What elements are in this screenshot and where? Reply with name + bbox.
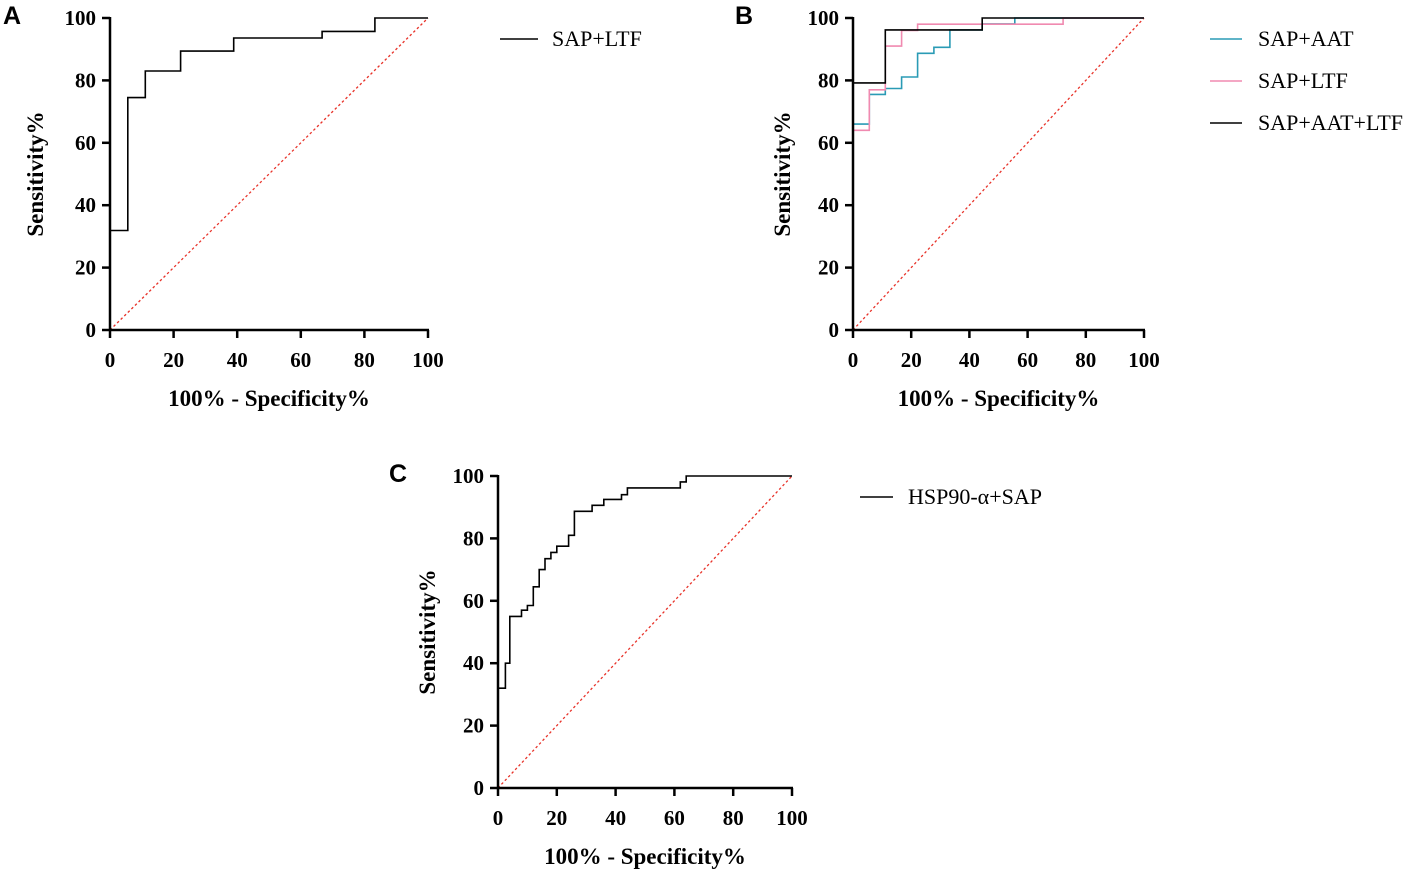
x-axis-title: 100% - Specificity% — [544, 844, 746, 869]
panel-letter: B — [735, 2, 753, 30]
y-tick-label: 0 — [86, 318, 97, 342]
x-tick-label: 100 — [412, 348, 444, 372]
y-axis-title: Sensitivity% — [415, 569, 440, 694]
x-tick-label: 100 — [1128, 348, 1160, 372]
reference-diagonal-line — [497, 475, 793, 789]
x-tick-label: 100 — [776, 806, 808, 830]
x-tick-label: 60 — [1017, 348, 1038, 372]
y-tick-label: 0 — [474, 776, 485, 800]
y-tick-label: 40 — [463, 651, 484, 675]
y-tick-label: 80 — [818, 68, 839, 92]
panel-letter: A — [3, 2, 21, 30]
x-tick-label: 80 — [354, 348, 375, 372]
y-tick-label: 100 — [65, 6, 97, 30]
x-tick-label: 40 — [605, 806, 626, 830]
roc-curve-sap-aat-ltf — [852, 17, 1144, 330]
panel-a: A 0 20 40 60 80 100 0 20 40 60 80 100 100% - Specific… — [3, 2, 642, 411]
x-tick-label: 80 — [723, 806, 744, 830]
x-tick-label: 60 — [290, 348, 311, 372]
legend-label: SAP+AAT+LTF — [1258, 110, 1403, 135]
x-tick-label: 0 — [105, 348, 116, 372]
y-tick-label: 60 — [818, 131, 839, 155]
x-tick-label: 20 — [901, 348, 922, 372]
x-tick-label: 80 — [1075, 348, 1096, 372]
x-tick-label: 0 — [848, 348, 859, 372]
y-tick-label: 80 — [463, 526, 484, 550]
legend-label: SAP+AAT — [1258, 26, 1354, 51]
y-axis-title: Sensitivity% — [770, 111, 795, 236]
x-tick-label: 20 — [546, 806, 567, 830]
y-tick-label: 40 — [818, 193, 839, 217]
y-tick-label: 100 — [808, 6, 840, 30]
legend-label: HSP90-α+SAP — [908, 484, 1042, 509]
y-tick-label: 60 — [463, 589, 484, 613]
roc-curve-hsp90-sap — [497, 475, 792, 788]
x-tick-label: 20 — [163, 348, 184, 372]
y-tick-label: 0 — [829, 318, 840, 342]
y-tick-label: 80 — [75, 68, 96, 92]
y-tick-label: 20 — [818, 256, 839, 280]
panel-b: B 0 20 40 60 80 100 0 20 40 60 80 100 100% - Specific… — [735, 2, 1403, 411]
x-tick-label: 0 — [493, 806, 504, 830]
reference-diagonal-line — [109, 17, 429, 331]
reference-diagonal-line — [852, 17, 1145, 331]
y-tick-label: 100 — [453, 464, 485, 488]
y-tick-label: 20 — [463, 714, 484, 738]
x-tick-label: 60 — [664, 806, 685, 830]
y-axis-title: Sensitivity% — [23, 111, 48, 236]
x-tick-label: 40 — [227, 348, 248, 372]
y-tick-label: 60 — [75, 131, 96, 155]
roc-curve-sap-aat — [852, 17, 1144, 330]
panel-letter: C — [389, 460, 407, 488]
x-axis-title: 100% - Specificity% — [168, 386, 370, 411]
legend-label: SAP+LTF — [1258, 68, 1348, 93]
roc-curve-sap-ltf — [852, 17, 1144, 330]
x-tick-label: 40 — [959, 348, 980, 372]
panel-c: C 0 20 40 60 80 100 0 20 40 60 80 100 100% - Specific… — [389, 460, 1042, 869]
legend-label: SAP+LTF — [552, 26, 642, 51]
y-tick-label: 20 — [75, 256, 96, 280]
x-axis-title: 100% - Specificity% — [898, 386, 1100, 411]
roc-curve-sap-ltf — [109, 17, 428, 330]
y-tick-label: 40 — [75, 193, 96, 217]
